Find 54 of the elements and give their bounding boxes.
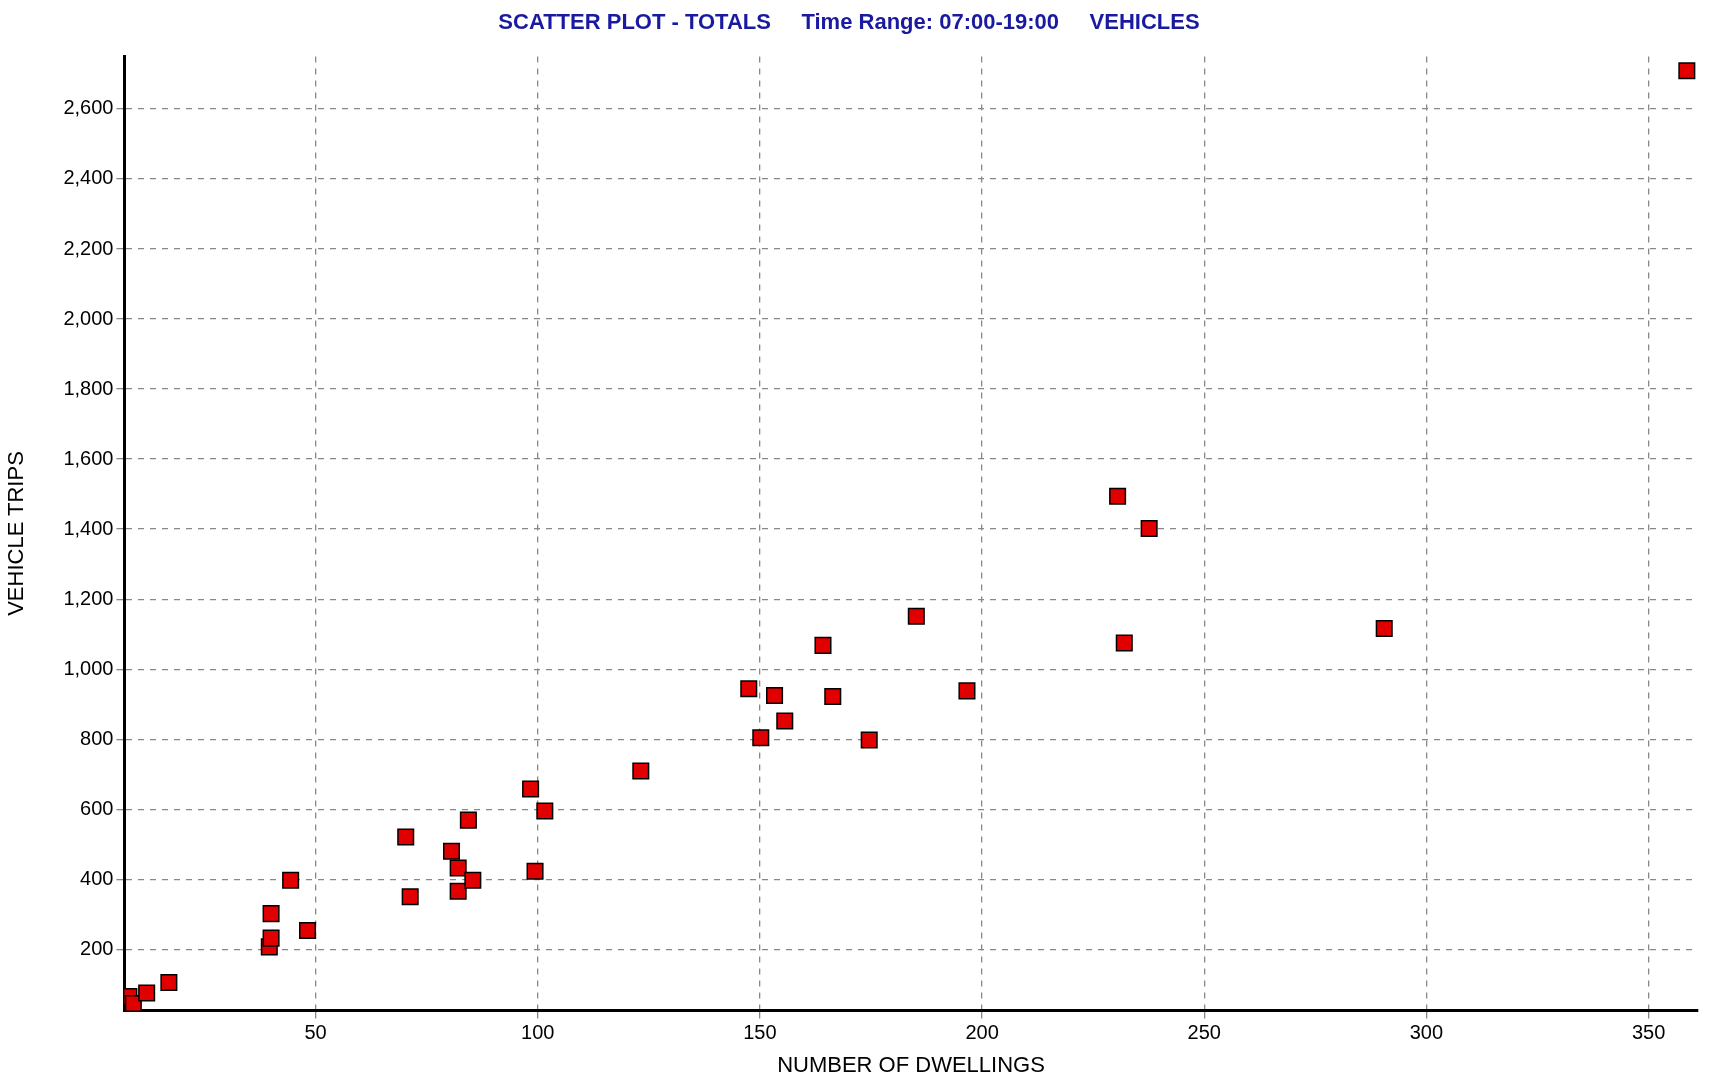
y-tick-label: 2,000 xyxy=(63,306,114,329)
chart-title: SCATTER PLOT - TOTALS Time Range: 07:00-19:00 VEHICLES xyxy=(498,9,1200,35)
point xyxy=(299,921,317,939)
y-tick-label: 2,400 xyxy=(63,166,114,189)
x-tick-label: 50 xyxy=(304,1021,327,1044)
y-axis-title: VEHICLE TRIPS xyxy=(3,451,29,616)
y-tick-label: 2,200 xyxy=(63,236,114,259)
point xyxy=(160,974,178,992)
x-tick-label: 350 xyxy=(1631,1021,1666,1044)
point xyxy=(860,731,878,749)
point xyxy=(397,828,415,846)
point xyxy=(459,811,477,829)
y-tick-label: 800 xyxy=(80,726,114,749)
point xyxy=(526,862,544,880)
point xyxy=(401,888,419,906)
point xyxy=(907,607,925,625)
point xyxy=(752,729,770,747)
y-tick-label: 1,000 xyxy=(63,656,114,679)
point xyxy=(958,682,976,700)
y-tick-label: 400 xyxy=(80,866,114,889)
y-tick-label: 1,800 xyxy=(63,376,114,399)
y-tick-label: 600 xyxy=(80,796,114,819)
point xyxy=(522,780,540,798)
point xyxy=(1678,62,1696,80)
point xyxy=(776,712,794,730)
point xyxy=(740,680,758,698)
point xyxy=(442,842,461,860)
point xyxy=(1375,620,1393,638)
point xyxy=(766,686,784,704)
y-tick-label: 1,400 xyxy=(63,516,114,539)
y-tick-label: 200 xyxy=(80,936,114,959)
point xyxy=(632,762,650,780)
point xyxy=(1115,634,1133,652)
point xyxy=(1140,519,1158,537)
x-tick-label: 100 xyxy=(521,1021,555,1044)
x-tick-label: 150 xyxy=(743,1021,777,1044)
point xyxy=(138,984,156,1002)
point xyxy=(449,859,467,877)
x-axis-title: NUMBER OF DWELLINGS xyxy=(777,1051,1045,1077)
y-tick-label: 1,200 xyxy=(63,586,114,609)
point xyxy=(282,871,300,889)
y-tick-label: 2,600 xyxy=(63,96,114,119)
y-tick-label: 1,600 xyxy=(63,446,114,469)
point xyxy=(464,871,482,889)
point xyxy=(824,687,842,706)
x-tick-label: 250 xyxy=(1187,1021,1221,1044)
point xyxy=(814,636,832,654)
x-tick-label: 300 xyxy=(1409,1021,1444,1044)
point xyxy=(449,882,467,900)
point xyxy=(262,929,280,947)
point xyxy=(262,905,280,923)
x-tick-label: 200 xyxy=(965,1021,999,1044)
point xyxy=(536,802,554,820)
point xyxy=(1109,487,1127,505)
